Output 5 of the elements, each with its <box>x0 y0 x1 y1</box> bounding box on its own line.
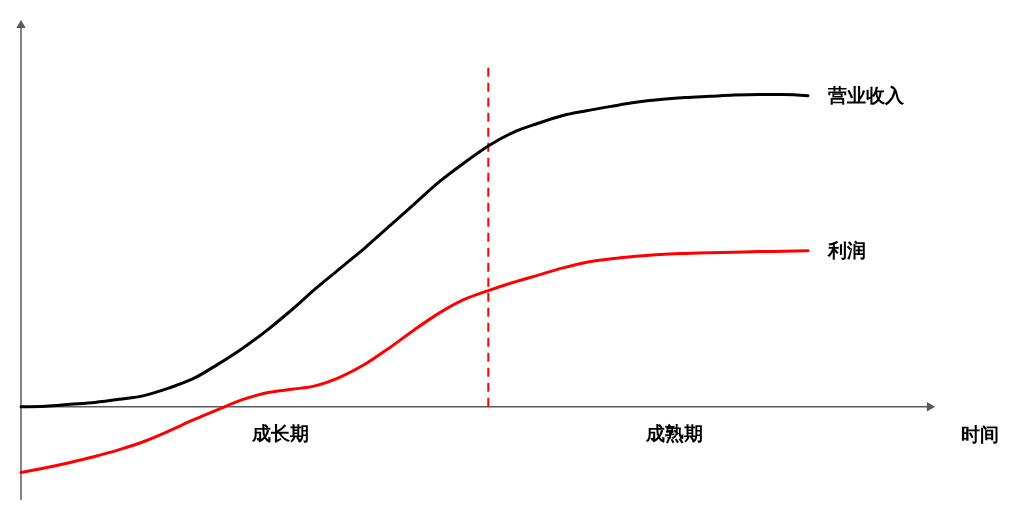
x-axis-title: 时间 <box>961 422 999 445</box>
annotation: 成熟期 <box>644 421 703 444</box>
annotation: 成长期 <box>251 421 310 444</box>
series-label: 营业收入 <box>827 83 906 106</box>
series-label: 利润 <box>827 238 867 261</box>
